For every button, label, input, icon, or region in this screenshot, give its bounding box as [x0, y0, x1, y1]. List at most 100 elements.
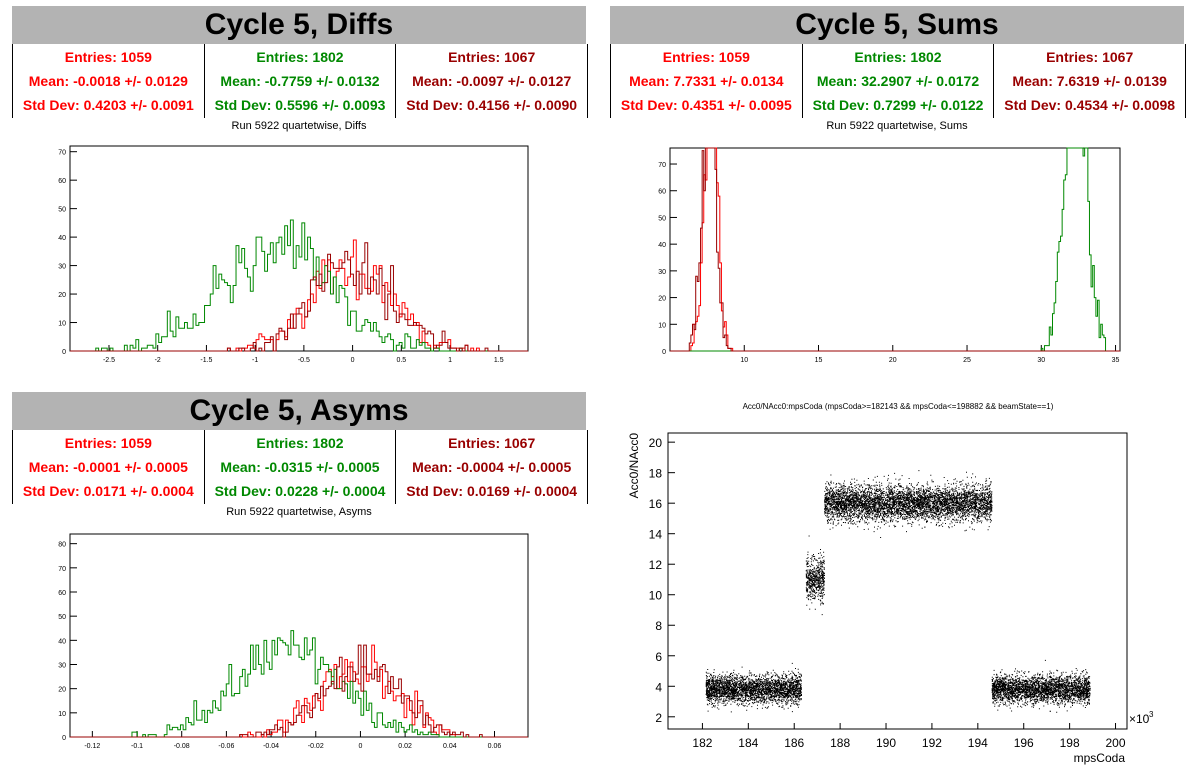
- x-tick-label: 182: [692, 736, 712, 750]
- y-tick-label: 2: [655, 711, 662, 725]
- x-tick-label: 194: [968, 736, 988, 750]
- sums-stats-box: Entries: 1059 Mean: 7.7331 +/- 0.0134 St…: [610, 44, 1186, 118]
- y-tick-label: 30: [58, 663, 66, 670]
- diffs-title-bar: Cycle 5, Diffs: [12, 6, 586, 44]
- x-tick-label: 0.5: [396, 357, 406, 364]
- stat-mean: Mean: -0.7759 +/- 0.0132: [220, 73, 380, 89]
- stat-entries: Entries: 1067: [448, 435, 536, 451]
- plot-frame: [69, 533, 529, 738]
- x-tick-label: -0.06: [218, 743, 234, 750]
- x-tick-label: -0.5: [298, 357, 310, 364]
- stat-std: Std Dev: 0.4351 +/- 0.0095: [620, 97, 792, 113]
- stat-std: Std Dev: 0.0228 +/- 0.0004: [214, 483, 386, 499]
- x-tick-label: 0: [351, 357, 355, 364]
- diffs-stats-darkred: Entries: 1067 Mean: -0.0097 +/- 0.0127 S…: [396, 44, 587, 118]
- y-tick-label: 14: [649, 528, 663, 542]
- scatter-title: Acc0/NAcc0:mpsCoda (mpsCoda>=182143 && m…: [743, 402, 1054, 411]
- y-tick-label: 70: [658, 162, 666, 169]
- x-tick-label: -0.1: [131, 743, 143, 750]
- y-tick-label: 20: [58, 292, 66, 299]
- stat-std: Std Dev: 0.7299 +/- 0.0122: [812, 97, 984, 113]
- x-tick-label: -2: [155, 357, 161, 364]
- stat-entries: Entries: 1802: [256, 435, 344, 451]
- stat-entries: Entries: 1067: [448, 49, 536, 65]
- stat-mean: Mean: -0.0315 +/- 0.0005: [220, 459, 380, 475]
- y-tick-label: 0: [62, 735, 66, 742]
- y-tick-label: 60: [58, 178, 66, 185]
- plot-frame: [667, 432, 1128, 730]
- stat-mean: Mean: -0.0018 +/- 0.0129: [28, 73, 188, 89]
- y-tick-label: 16: [649, 497, 663, 511]
- x-tick-label: 10: [740, 357, 748, 364]
- asyms-stats-box: Entries: 1059 Mean: -0.0001 +/- 0.0005 S…: [12, 430, 588, 504]
- stat-entries: Entries: 1067: [1046, 49, 1134, 65]
- x-tick-label: -1.5: [200, 357, 212, 364]
- stat-entries: Entries: 1059: [64, 435, 152, 451]
- x-tick-label: 196: [1014, 736, 1034, 750]
- y-tick-label: 30: [658, 269, 666, 276]
- histogram-series-1: [70, 219, 528, 352]
- x-tick-label: 35: [1112, 357, 1120, 364]
- diffs-stats-red: Entries: 1059 Mean: -0.0018 +/- 0.0129 S…: [13, 44, 205, 118]
- asyms-stats-darkred: Entries: 1067 Mean: -0.0004 +/- 0.0005 S…: [396, 430, 587, 504]
- diffs-stats-box: Entries: 1059 Mean: -0.0018 +/- 0.0129 S…: [12, 44, 588, 118]
- y-tick-label: 50: [58, 614, 66, 621]
- sums-title-bar: Cycle 5, Sums: [610, 6, 1184, 44]
- x-tick-label: 192: [922, 736, 942, 750]
- y-tick-label: 12: [649, 558, 663, 572]
- x-tick-label: -0.02: [308, 743, 324, 750]
- y-tick-label: 40: [58, 638, 66, 645]
- x-tick-label: 0.02: [398, 743, 412, 750]
- stat-std: Std Dev: 0.4203 +/- 0.0091: [22, 97, 194, 113]
- sums-subtitle: Run 5922 quartetwise, Sums: [826, 120, 968, 132]
- stat-entries: Entries: 1059: [64, 49, 152, 65]
- diffs-subtitle: Run 5922 quartetwise, Diffs: [231, 120, 367, 132]
- y-tick-label: 0: [62, 349, 66, 356]
- stat-mean: Mean: -0.0097 +/- 0.0127: [412, 73, 572, 89]
- y-tick-label: 20: [649, 436, 663, 450]
- histogram-series-2: [670, 147, 1120, 352]
- y-tick-label: 6: [655, 650, 662, 664]
- y-tick-label: 40: [58, 235, 66, 242]
- scatter-plot: Acc0/NAcc0:mpsCoda (mpsCoda>=182143 && m…: [627, 402, 1154, 765]
- x-tick-label: 1.5: [494, 357, 504, 364]
- y-tick-label: 40: [658, 242, 666, 249]
- y-tick-label: 80: [58, 542, 66, 549]
- x-tick-label: 200: [1106, 736, 1126, 750]
- histogram-series-2: [70, 644, 528, 738]
- x-axis-label: mpsCoda: [1074, 751, 1126, 765]
- asyms-title-bar: Cycle 5, Asyms: [12, 392, 586, 430]
- y-tick-label: 20: [58, 687, 66, 694]
- y-tick-label: 4: [655, 680, 662, 694]
- y-tick-label: 0: [662, 349, 666, 356]
- x-tick-label: 25: [963, 357, 971, 364]
- x-tick-label: 30: [1037, 357, 1045, 364]
- y-tick-label: 10: [58, 711, 66, 718]
- plot-frame: [69, 145, 529, 352]
- x-tick-label: 1: [448, 357, 452, 364]
- x-tick-label: -0.08: [174, 743, 190, 750]
- y-axis-label: Acc0/NAcc0: [627, 433, 641, 499]
- histogram-series-1: [670, 147, 1120, 352]
- x-tick-label: 188: [830, 736, 850, 750]
- asyms-stats-green: Entries: 1802 Mean: -0.0315 +/- 0.0005 S…: [205, 430, 397, 504]
- y-tick-label: 70: [58, 566, 66, 573]
- stat-std: Std Dev: 0.5596 +/- 0.0093: [214, 97, 386, 113]
- x-tick-label: 0.04: [443, 743, 457, 750]
- x-tick-label: 0.06: [488, 743, 502, 750]
- stat-std: Std Dev: 0.4156 +/- 0.0090: [406, 97, 578, 113]
- x-tick-label: 15: [815, 357, 823, 364]
- y-tick-label: 60: [58, 590, 66, 597]
- stat-std: Std Dev: 0.0169 +/- 0.0004: [406, 483, 578, 499]
- stat-mean: Mean: -0.0004 +/- 0.0005: [412, 459, 572, 475]
- histogram-series-2: [70, 242, 528, 352]
- sums-stats-green: Entries: 1802 Mean: 32.2907 +/- 0.0172 S…: [803, 44, 995, 118]
- stat-entries: Entries: 1059: [662, 49, 750, 65]
- y-tick-label: 60: [658, 189, 666, 196]
- histogram-series-0: [70, 644, 528, 738]
- asyms-stats-red: Entries: 1059 Mean: -0.0001 +/- 0.0005 S…: [13, 430, 205, 504]
- x-axis-exponent-power: 3: [1149, 710, 1154, 719]
- x-tick-label: -1: [252, 357, 258, 364]
- asyms-histogram: -0.12 -0.1 -0.08 -0.06 -0.04 -0.02 0 0.02 0.04 0.…: [58, 533, 529, 750]
- stat-entries: Entries: 1802: [256, 49, 344, 65]
